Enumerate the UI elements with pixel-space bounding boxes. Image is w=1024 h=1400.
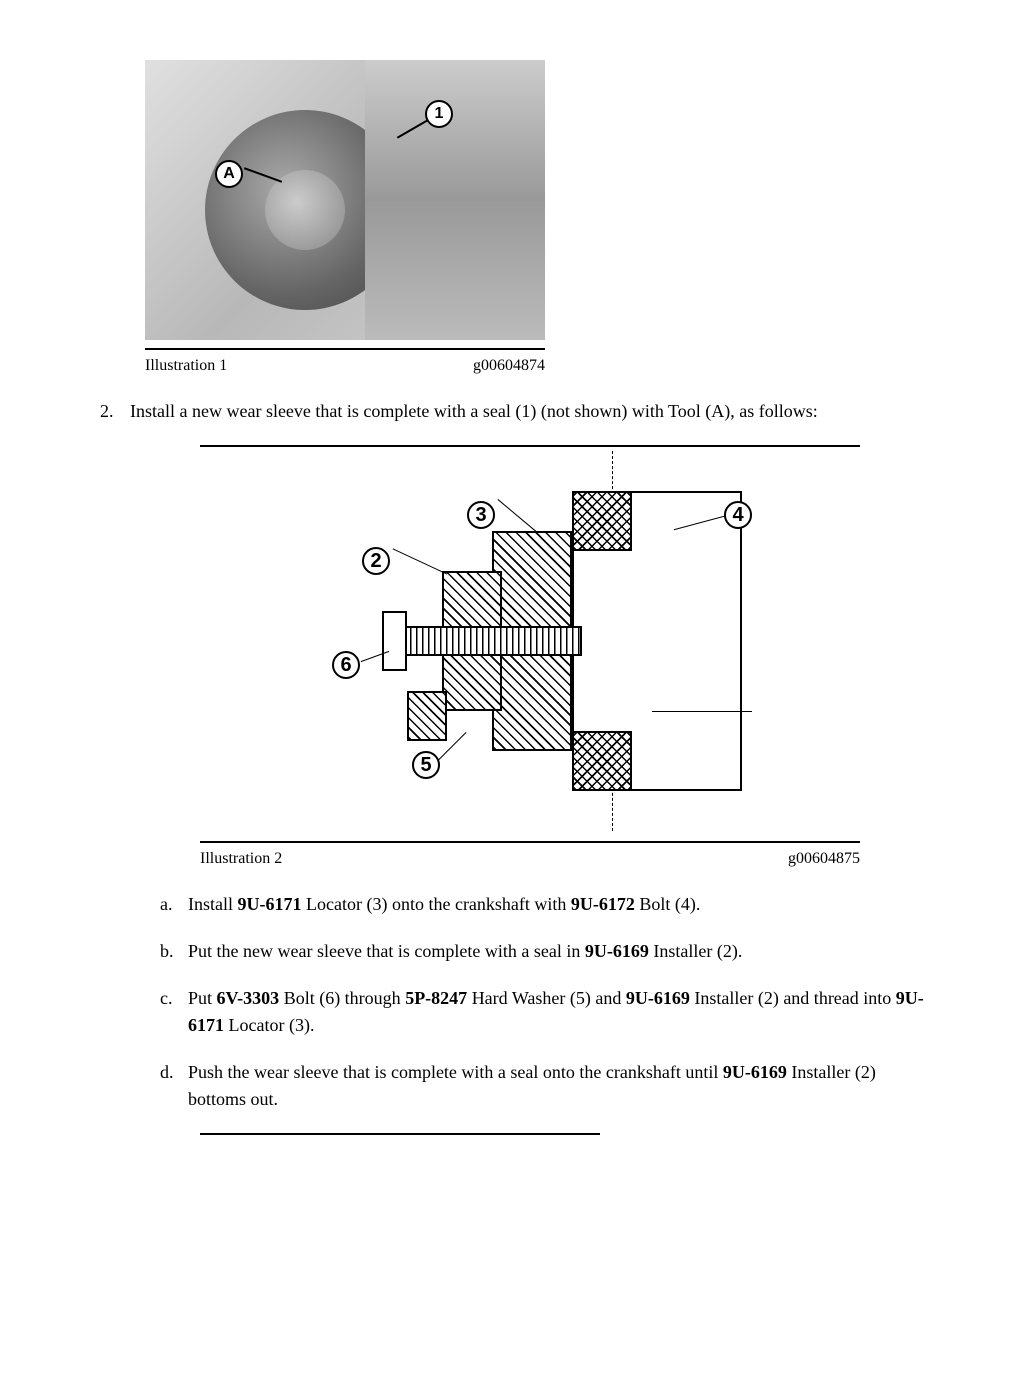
substep-a: a.Install 9U-6171 Locator (3) onto the c… — [160, 891, 924, 918]
substep-letter: c. — [160, 985, 188, 1039]
illustration-2-code: g00604875 — [788, 847, 860, 871]
illustration-2-divider-bottom — [200, 841, 860, 843]
illustration-2-block: 2 3 4 5 6 Illustration 2 g00604875 — [100, 445, 924, 871]
illustration-2-caption: Illustration 2 g00604875 — [200, 847, 860, 871]
substep-list: a.Install 9U-6171 Locator (3) onto the c… — [100, 891, 924, 1113]
illustration-1-image: A 1 — [145, 60, 545, 340]
substep-letter: d. — [160, 1059, 188, 1113]
trailing-divider — [200, 1133, 600, 1135]
illustration-1-label: Illustration 1 — [145, 354, 227, 378]
step-list: 2. Install a new wear sleeve that is com… — [100, 398, 924, 425]
substep-letter: a. — [160, 891, 188, 918]
callout-1: 1 — [425, 100, 453, 128]
substep-content: Install 9U-6171 Locator (3) onto the cra… — [188, 891, 924, 918]
callout-5: 5 — [412, 751, 440, 779]
step-number: 2. — [100, 398, 130, 425]
illustration-1-caption: Illustration 1 g00604874 — [145, 354, 545, 378]
substep-d: d.Push the wear sleeve that is complete … — [160, 1059, 924, 1113]
illustration-2-image: 2 3 4 5 6 — [272, 451, 792, 831]
trailing-divider-block — [100, 1133, 924, 1135]
illustration-1-code: g00604874 — [473, 354, 545, 378]
substep-content: Put 6V-3303 Bolt (6) through 5P-8247 Har… — [188, 985, 924, 1039]
callout-a: A — [215, 160, 243, 188]
callout-2: 2 — [362, 547, 390, 575]
substep-content: Put the new wear sleeve that is complete… — [188, 938, 924, 965]
illustration-divider — [145, 348, 545, 350]
step-2-text: Install a new wear sleeve that is comple… — [130, 398, 924, 425]
substep-content: Push the wear sleeve that is complete wi… — [188, 1059, 924, 1113]
illustration-2-divider-top — [200, 445, 860, 447]
callout-3: 3 — [467, 501, 495, 529]
step-2: 2. Install a new wear sleeve that is com… — [100, 398, 924, 425]
callout-4: 4 — [724, 501, 752, 529]
illustration-1-block: A 1 Illustration 1 g00604874 — [100, 60, 924, 378]
substep-b: b.Put the new wear sleeve that is comple… — [160, 938, 924, 965]
substep-letter: b. — [160, 938, 188, 965]
substep-c: c.Put 6V-3303 Bolt (6) through 5P-8247 H… — [160, 985, 924, 1039]
illustration-2-label: Illustration 2 — [200, 847, 282, 871]
callout-6: 6 — [332, 651, 360, 679]
